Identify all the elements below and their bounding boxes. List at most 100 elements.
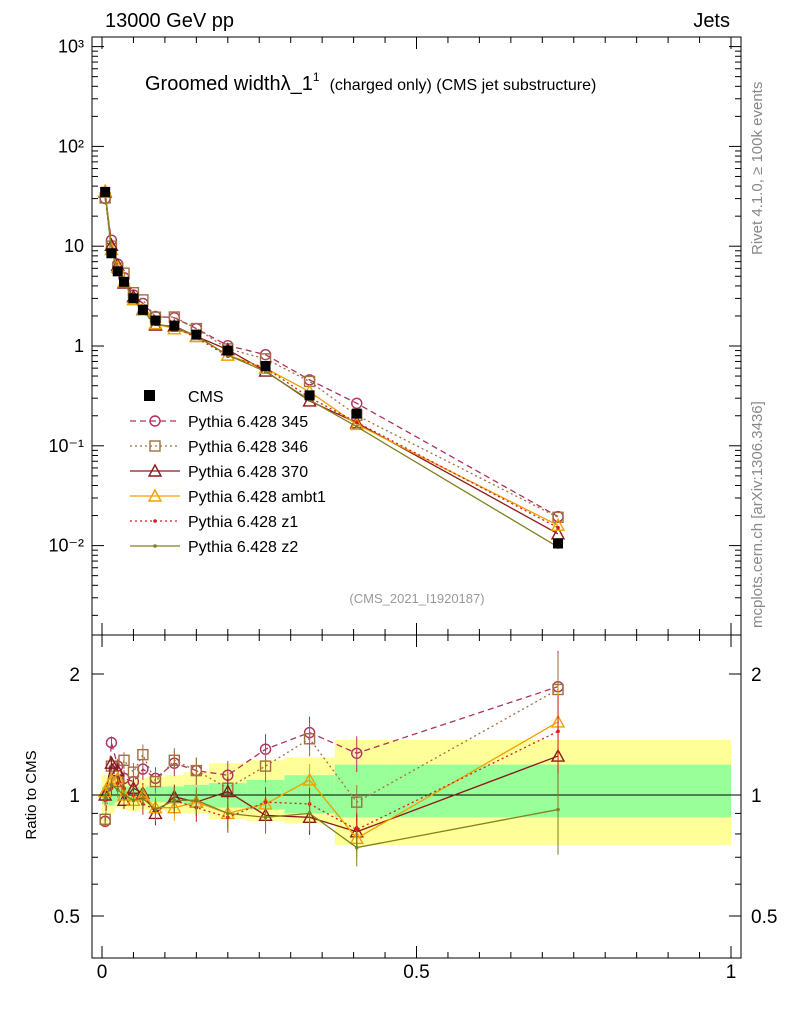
series-ratio-point — [115, 788, 120, 792]
legend-marker — [149, 415, 161, 427]
series-ratio-point — [118, 754, 130, 766]
ratio-y-tick-label: 0.5 — [54, 907, 80, 928]
legend-marker — [147, 488, 163, 502]
cms-data-point — [169, 320, 180, 331]
series-line-main — [104, 198, 559, 518]
series-line-main — [104, 197, 559, 518]
ratio-y-tick-label-right: 1 — [751, 786, 762, 807]
series-pythia-6-428-345 — [99, 192, 564, 828]
cms-data-point — [304, 390, 315, 401]
cms-data-point — [137, 304, 148, 315]
series-main-point — [556, 525, 560, 530]
legend-item: Pythia 6.428 z2 — [130, 539, 298, 556]
main-y-tick-label: 10⁻¹ — [48, 436, 84, 456]
series-ratio-point — [556, 807, 560, 812]
main-y-tick-label: 10² — [58, 136, 84, 156]
ratio-uncertainty-bands — [92, 740, 741, 846]
plot-title-symbol: λ_1 — [281, 73, 313, 95]
series-line-ratio — [104, 721, 559, 840]
legend-item: Pythia 6.428 346 — [130, 439, 308, 456]
series-ratio-point — [194, 798, 199, 803]
series-ratio-point — [303, 733, 316, 745]
x-tick-label: 0 — [97, 962, 108, 983]
series-main-point — [550, 517, 566, 532]
legend: CMS Pythia 6.428 345 Pythia 6.428 346 Pythi… — [130, 389, 326, 556]
series-ratio-point — [354, 827, 359, 832]
legend-label: Pythia 6.428 346 — [188, 439, 308, 456]
series-ratio-point — [168, 754, 181, 766]
legend-item: Pythia 6.428 z1 — [130, 514, 298, 531]
side-label-bottom: mcplots.cern.ch [arXiv:1306.3436] — [749, 401, 766, 628]
cms-data-point — [150, 315, 161, 326]
cms-data-point — [100, 186, 111, 197]
header-left: 13000 GeV pp — [105, 10, 234, 32]
cms-data-point — [112, 266, 123, 277]
series-ratio-point — [122, 793, 126, 797]
series-main-point — [351, 397, 363, 409]
plot-title: Groomed widthλ_11 (charged only) (CMS jet… — [145, 70, 596, 95]
legend-label: Pythia 6.428 345 — [188, 414, 308, 431]
ratio-y-tick-label-right: 0.5 — [751, 907, 777, 928]
legend-item-cms: CMS — [144, 389, 224, 406]
cms-data-point — [553, 538, 564, 549]
ratio-ylabel: Ratio to CMS — [23, 750, 40, 839]
ratio-y-tick-label: 1 — [69, 786, 80, 807]
series-ratio-point — [226, 811, 230, 816]
legend-label-cms: CMS — [188, 389, 224, 406]
main-y-tick-label: 10³ — [58, 37, 84, 57]
cms-data-point — [191, 329, 202, 340]
legend-marker — [153, 544, 157, 548]
series-ratio-point — [302, 772, 317, 786]
series-ratio-point — [141, 796, 145, 801]
series-ratio-point — [263, 815, 268, 820]
series-ratio-point — [556, 729, 560, 734]
series-main-point — [354, 420, 359, 425]
series-ratio-point — [172, 798, 177, 803]
series-ratio-point — [109, 783, 114, 787]
series-ratio-point — [103, 796, 107, 801]
series-ratio-point — [153, 807, 158, 812]
series-main-point — [552, 511, 564, 523]
ratio-y-tick-label-right: 2 — [751, 665, 762, 686]
stat-band-bin — [146, 786, 165, 803]
cms-data-layer — [100, 186, 564, 549]
series-main-point — [349, 416, 364, 431]
series-line-main — [104, 192, 559, 548]
main-y-tick-label: 10⁻² — [48, 536, 84, 556]
series-ratio-point — [127, 766, 140, 778]
series-line-main — [104, 193, 559, 529]
series-ratio-point — [137, 748, 149, 761]
legend-marker — [147, 463, 163, 477]
legend-label: Pythia 6.428 ambt1 — [188, 489, 326, 506]
main-y-tick-label: 10 — [64, 236, 84, 256]
main-y-tick-label: 1 — [74, 336, 84, 356]
series-ratio-point — [351, 747, 363, 759]
series-ratio-point — [259, 760, 272, 772]
series-ratio-point — [131, 798, 136, 803]
header-right: Jets — [693, 10, 730, 32]
legend-marker — [149, 440, 161, 452]
side-label-top: Rivet 4.1.0, ≥ 100k events — [749, 82, 766, 255]
cms-data-point — [119, 276, 130, 287]
cms-data-point — [351, 408, 362, 419]
legend-label: Pythia 6.428 370 — [188, 464, 308, 481]
series-ratio-point — [263, 800, 268, 804]
x-tick-label: 0.5 — [403, 962, 429, 983]
series-ratio-point — [307, 811, 312, 816]
series-line-main — [104, 190, 559, 526]
series-line-ratio — [104, 688, 559, 820]
legend-marker-cms — [144, 390, 155, 401]
series-main-point — [354, 424, 359, 429]
plot-title-suffix: (charged only) (CMS jet substructure) — [330, 77, 597, 94]
stat-band-bin — [334, 764, 386, 818]
series-ratio-point — [351, 796, 363, 808]
legend-item: Pythia 6.428 ambt1 — [130, 488, 326, 506]
series-ratio-point — [105, 736, 118, 749]
cms-data-point — [106, 248, 117, 259]
legend-item: Pythia 6.428 370 — [130, 463, 308, 481]
cms-data-point — [260, 361, 271, 372]
x-tick-label: 1 — [726, 962, 737, 983]
legend-label: Pythia 6.428 z2 — [188, 539, 298, 556]
axis-ticks: 10³ 10² 10 1 10⁻¹ 10⁻² 0.5 0.5 1 1 2 2 0 0.5 1 — [48, 37, 777, 983]
